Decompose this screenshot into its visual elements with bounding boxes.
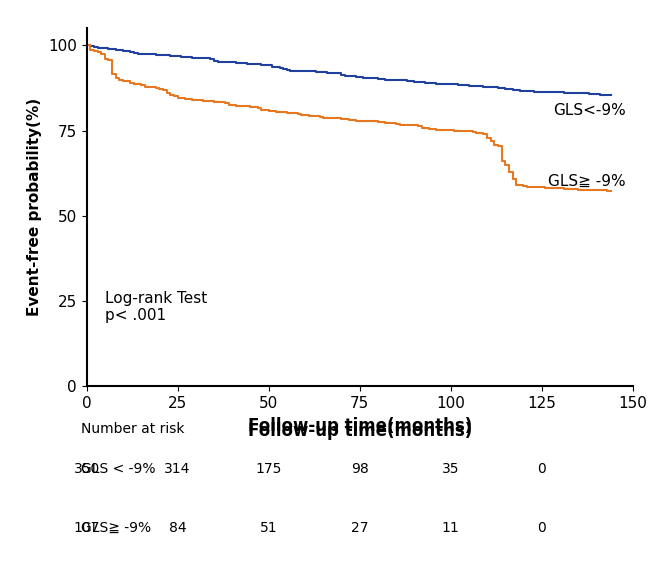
X-axis label: Follow-up time(months): Follow-up time(months) [248, 416, 472, 435]
Text: Number at risk: Number at risk [81, 421, 184, 436]
Text: Log-rank Test
p< .001: Log-rank Test p< .001 [105, 291, 207, 323]
Text: GLS≧ -9%: GLS≧ -9% [548, 174, 625, 189]
Text: 350: 350 [73, 462, 100, 477]
Text: Follow-up time(months): Follow-up time(months) [248, 421, 472, 440]
Text: 175: 175 [256, 462, 282, 477]
Text: 35: 35 [442, 462, 460, 477]
Text: 11: 11 [442, 521, 460, 535]
Text: 314: 314 [165, 462, 190, 477]
Text: 84: 84 [168, 521, 186, 535]
Text: 0: 0 [537, 521, 546, 535]
Text: 107: 107 [73, 521, 100, 535]
Text: 98: 98 [351, 462, 368, 477]
Text: 27: 27 [351, 521, 368, 535]
Text: 0: 0 [537, 462, 546, 477]
Text: 51: 51 [260, 521, 278, 535]
Text: GLS < -9%: GLS < -9% [81, 462, 156, 477]
Y-axis label: Event-free probability(%): Event-free probability(%) [27, 98, 43, 316]
Text: GLS≧ -9%: GLS≧ -9% [81, 521, 151, 535]
Text: GLS<-9%: GLS<-9% [553, 103, 625, 118]
